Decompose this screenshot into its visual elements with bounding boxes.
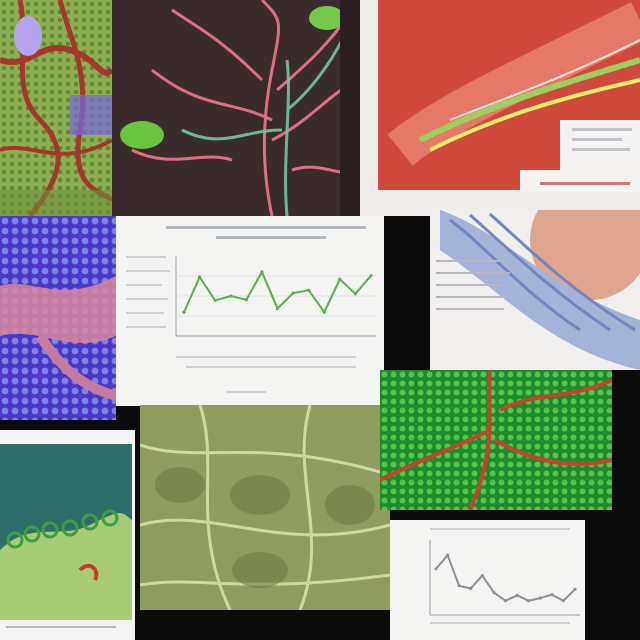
data-point <box>527 599 531 603</box>
data-point <box>469 586 473 591</box>
folded-tissue-image <box>430 210 640 370</box>
chart-series <box>182 269 373 315</box>
series-line <box>183 269 372 315</box>
purple-cell-icon <box>14 16 42 56</box>
tile-bottom-center <box>140 405 390 610</box>
data-point <box>182 310 186 314</box>
tile-mid-left <box>0 216 116 420</box>
data-point <box>244 298 248 302</box>
tile-top-right <box>360 0 640 216</box>
data-point <box>338 277 342 281</box>
data-point <box>260 270 264 274</box>
data-point <box>480 574 484 578</box>
data-point <box>213 298 217 303</box>
data-point <box>322 310 326 314</box>
data-point <box>492 591 496 595</box>
data-point <box>369 274 373 278</box>
green-surface-model-image <box>0 444 132 620</box>
data-point <box>445 553 450 557</box>
tile-top-center <box>112 0 360 216</box>
data-point <box>197 275 202 279</box>
data-point <box>353 292 358 296</box>
tile-bottom-left <box>0 430 135 640</box>
tile-mid-center <box>116 216 384 406</box>
tile-bottom-right-top <box>380 370 612 510</box>
green-red-network-image <box>380 370 612 510</box>
series-line <box>435 553 576 602</box>
data-point <box>275 306 280 311</box>
green-cell-tissue-image <box>0 0 112 216</box>
data-point <box>503 599 508 603</box>
data-point <box>561 599 566 603</box>
line-chart <box>429 540 580 616</box>
branching-vessels-image <box>112 0 360 216</box>
microscopy-fibers-image <box>140 405 390 610</box>
line-chart <box>175 256 376 337</box>
chart-grid <box>176 275 376 317</box>
blue-cell-pattern-image <box>0 216 116 420</box>
tile-top-left <box>0 0 112 216</box>
data-point <box>307 288 311 292</box>
data-point <box>434 567 438 571</box>
chart-series <box>434 553 577 603</box>
data-point <box>457 584 461 588</box>
data-point <box>550 593 554 597</box>
data-point <box>291 291 295 295</box>
data-point <box>538 596 542 600</box>
data-point <box>573 587 577 591</box>
green-bud-icon <box>120 121 164 149</box>
data-point <box>515 593 519 597</box>
red-vessel-diagram-image <box>378 0 640 192</box>
red-marker-icon <box>78 563 99 581</box>
tile-bottom-right <box>390 520 585 640</box>
tile-mid-right <box>430 210 640 370</box>
data-point <box>229 294 233 298</box>
